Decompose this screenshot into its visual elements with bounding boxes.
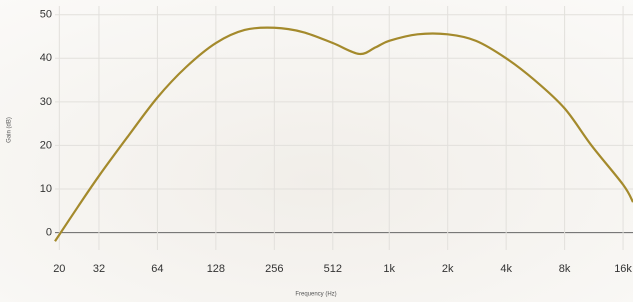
x-tick-label: 4k bbox=[500, 263, 512, 275]
x-tick-label: 2k bbox=[442, 263, 454, 275]
y-tick-label: 0 bbox=[46, 226, 52, 238]
y-tick-label: 40 bbox=[40, 52, 52, 64]
x-tick-label: 32 bbox=[93, 263, 105, 275]
x-tick-label: 1k bbox=[383, 263, 395, 275]
x-axis-title: Frequency (Hz) bbox=[295, 292, 336, 298]
x-tick-label: 8k bbox=[559, 263, 571, 275]
chart: Frequency (Hz) Gain (dB) 0 10 20 30 40 50 20 32… bbox=[0, 0, 633, 302]
y-axis-title: Gain (dB) bbox=[7, 117, 13, 143]
x-tick-label: 512 bbox=[324, 263, 342, 275]
y-tick-label: 50 bbox=[40, 9, 52, 21]
y-tick-label: 10 bbox=[40, 183, 52, 195]
x-tick-label: 64 bbox=[151, 263, 163, 275]
x-tick-label: 16k bbox=[614, 263, 632, 275]
y-tick-label: 30 bbox=[40, 96, 52, 108]
x-tick-label: 256 bbox=[265, 263, 283, 275]
x-tick-label: 20 bbox=[53, 263, 65, 275]
page: Frequency (Hz) Gain (dB) 0 10 20 30 40 50 20 32… bbox=[0, 0, 633, 302]
x-tick-label: 128 bbox=[207, 263, 225, 275]
background bbox=[0, 0, 633, 302]
y-tick-label: 20 bbox=[40, 139, 52, 151]
